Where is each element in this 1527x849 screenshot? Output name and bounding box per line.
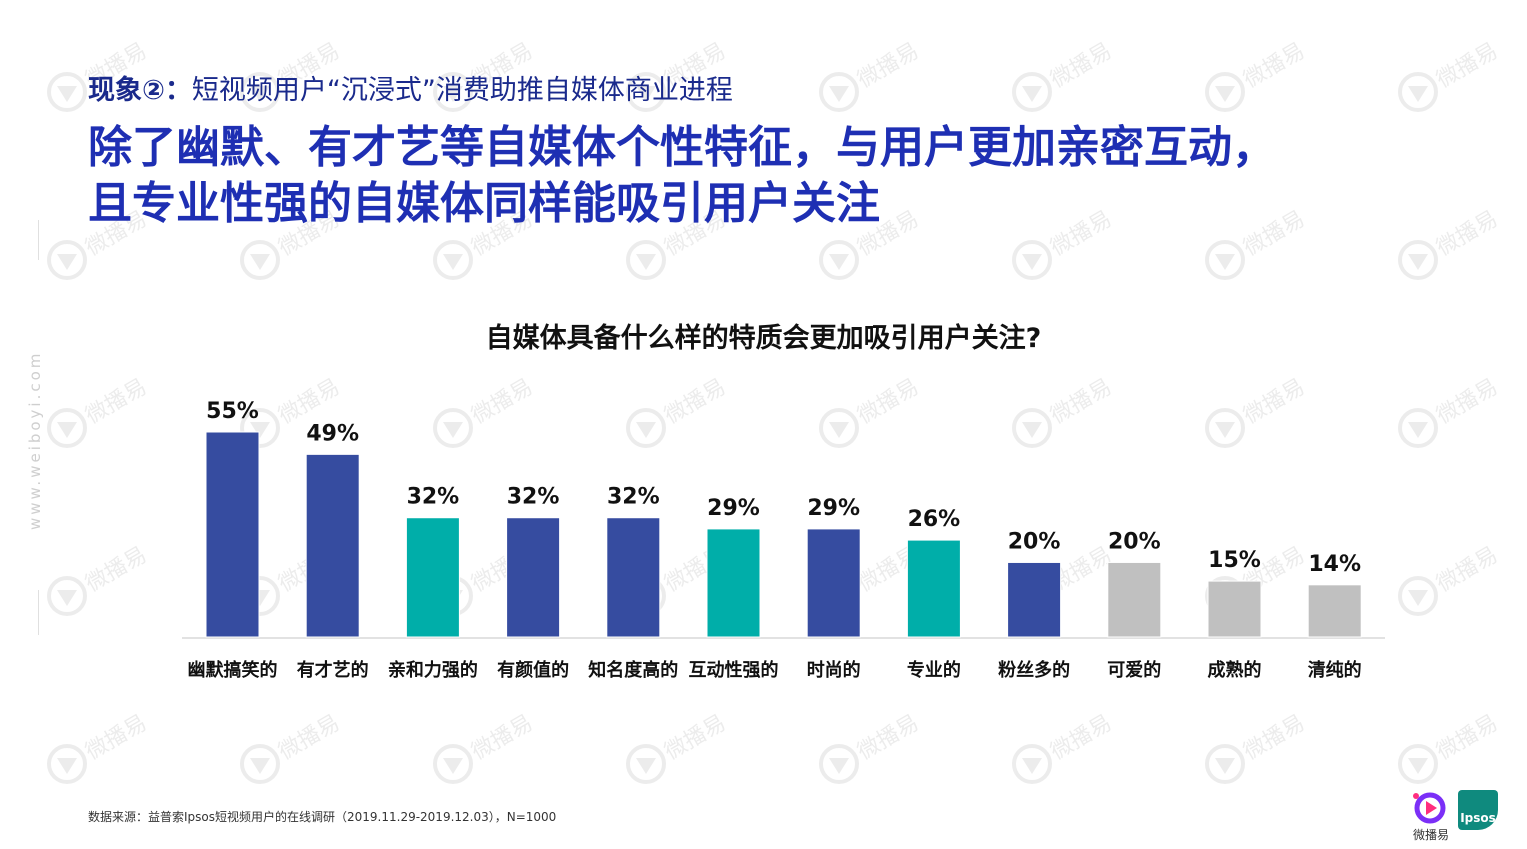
data-label-11: 15% xyxy=(1208,548,1261,573)
headline-line-2: 且专业性强的自媒体同样能吸引用户关注 xyxy=(88,178,880,229)
weiboyi-logo-icon xyxy=(1413,792,1446,824)
bar-1 xyxy=(205,431,260,638)
kicker-label: 现象②： xyxy=(88,75,192,106)
category-label-7: 时尚的 xyxy=(807,659,861,681)
data-label-6: 29% xyxy=(707,496,760,521)
bar-9 xyxy=(1007,561,1062,638)
bar-5 xyxy=(606,517,661,638)
data-label-1: 55% xyxy=(206,399,259,424)
bar-3 xyxy=(405,517,460,638)
data-label-9: 20% xyxy=(1008,529,1061,554)
data-source-footnote: 数据来源：益普索Ipsos短视频用户的在线调研（2019.11.29-2019.… xyxy=(88,810,557,824)
chart-title: 自媒体具备什么样的特质会更加吸引用户关注? xyxy=(485,323,1042,354)
category-label-11: 成熟的 xyxy=(1208,659,1262,681)
ipsos-logo-text: Ipsos xyxy=(1460,811,1496,825)
category-label-4: 有颜值的 xyxy=(497,659,569,681)
bar-12 xyxy=(1307,584,1362,638)
side-divider-bottom xyxy=(38,590,39,635)
data-label-8: 26% xyxy=(908,507,961,532)
ipsos-logo: Ipsos xyxy=(1458,790,1498,830)
category-label-2: 有才艺的 xyxy=(297,659,369,681)
category-label-1: 幽默搞笑的 xyxy=(188,659,278,681)
section-kicker: 现象②：短视频用户“沉浸式”消费助推自媒体商业进程 xyxy=(88,68,733,107)
bar-6 xyxy=(706,528,761,638)
side-divider-top xyxy=(38,220,39,260)
bar-7 xyxy=(806,528,861,638)
bar-4 xyxy=(506,517,561,638)
bar-11 xyxy=(1207,580,1262,638)
bar-2 xyxy=(305,453,360,638)
category-label-6: 互动性强的 xyxy=(689,659,779,681)
category-label-12: 清纯的 xyxy=(1308,659,1362,681)
category-label-3: 亲和力强的 xyxy=(388,659,478,681)
category-label-9: 粉丝多的 xyxy=(998,659,1070,681)
data-label-5: 32% xyxy=(607,485,660,510)
data-label-4: 32% xyxy=(507,485,560,510)
data-label-2: 49% xyxy=(306,421,359,446)
headline-line-1: 除了幽默、有才艺等自媒体个性特征，与用户更加亲密互动， xyxy=(88,122,1276,173)
category-label-5: 知名度高的 xyxy=(588,659,678,681)
weiboyi-logo-text: 微播易 xyxy=(1412,828,1449,842)
data-label-12: 14% xyxy=(1308,552,1361,577)
page-headline: 除了幽默、有才艺等自媒体个性特征，与用户更加亲密互动， 且专业性强的自媒体同样能… xyxy=(88,120,1276,232)
bar-10 xyxy=(1107,561,1162,638)
data-label-7: 29% xyxy=(807,496,860,521)
data-label-10: 20% xyxy=(1108,529,1161,554)
bar-8 xyxy=(906,539,961,638)
weiboyi-logo: 微播易 xyxy=(1408,790,1454,842)
category-label-8: 专业的 xyxy=(907,659,961,681)
data-label-3: 32% xyxy=(407,485,460,510)
kicker-text: 短视频用户“沉浸式”消费助推自媒体商业进程 xyxy=(191,75,733,106)
category-label-10: 可爱的 xyxy=(1107,659,1161,681)
